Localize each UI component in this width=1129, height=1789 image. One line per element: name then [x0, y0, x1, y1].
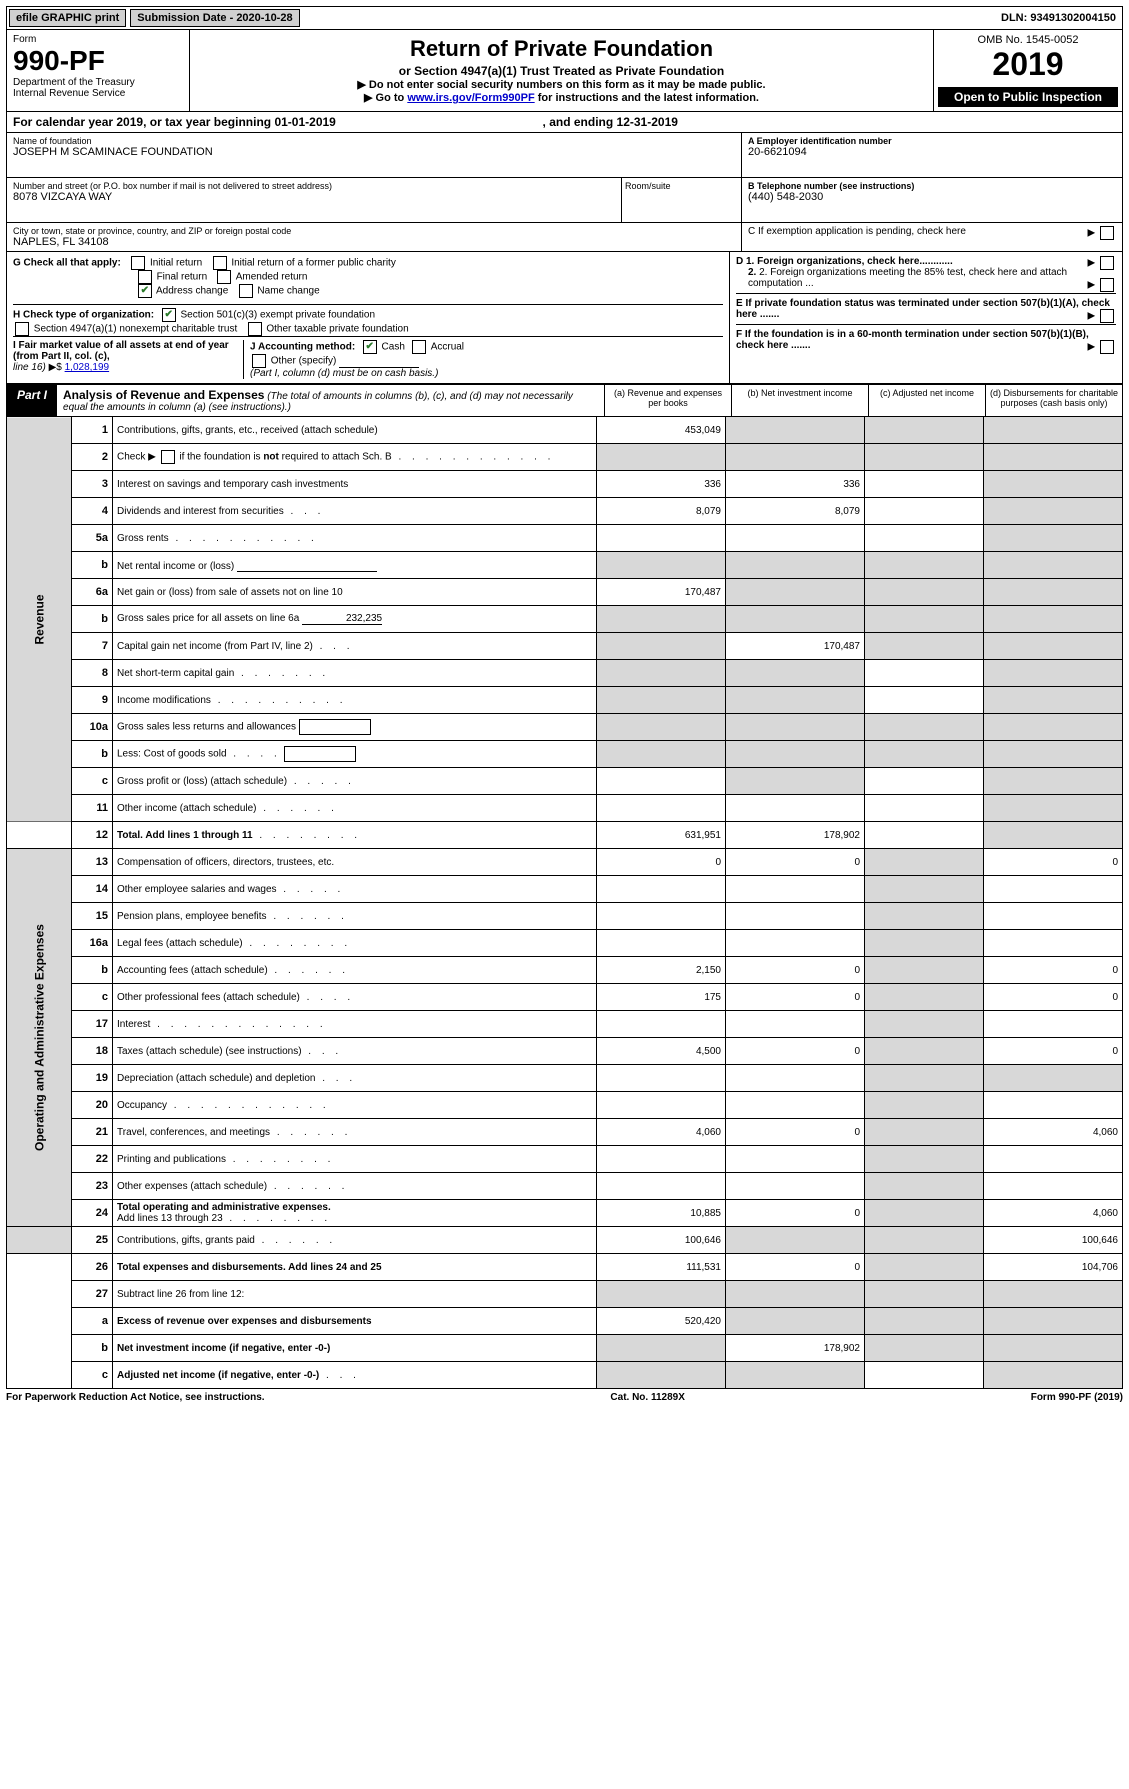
form990pf-link[interactable]: www.irs.gov/Form990PF — [407, 92, 534, 104]
exemption-pending-checkbox[interactable] — [1100, 226, 1114, 240]
other-method-checkbox[interactable] — [252, 354, 266, 368]
part1-label: Part I — [7, 385, 57, 416]
form-header: Form 990-PF Department of the Treasury I… — [6, 30, 1123, 112]
form-subtitle: or Section 4947(a)(1) Trust Treated as P… — [194, 64, 929, 78]
check-section: G Check all that apply: Initial return I… — [6, 252, 1123, 384]
calendar-year-row: For calendar year 2019, or tax year begi… — [6, 112, 1123, 133]
part1-title: Analysis of Revenue and Expenses — [63, 388, 264, 402]
col-a-header: (a) Revenue and expenses per books — [605, 385, 732, 416]
name-label: Name of foundation — [13, 136, 735, 146]
d1-checkbox[interactable] — [1100, 256, 1114, 270]
d2-checkbox[interactable] — [1100, 278, 1114, 292]
header-right: OMB No. 1545-0052 2019 Open to Public In… — [933, 30, 1122, 111]
open-inspection-badge: Open to Public Inspection — [938, 87, 1118, 107]
dept-treasury: Department of the Treasury — [13, 77, 183, 88]
top-bar: efile GRAPHIC print Submission Date - 20… — [6, 6, 1123, 30]
form-title: Return of Private Foundation — [194, 36, 929, 62]
ein-label: A Employer identification number — [748, 136, 892, 146]
s4947-checkbox[interactable] — [15, 322, 29, 336]
expenses-sidebar: Operating and Administrative Expenses — [7, 849, 72, 1227]
exemption-pending-label: C If exemption application is pending, c… — [748, 226, 966, 237]
efile-print-button[interactable]: efile GRAPHIC print — [9, 9, 126, 27]
form-word: Form — [13, 34, 183, 45]
s501-checkbox[interactable] — [162, 308, 176, 322]
col-d-header: (d) Disbursements for charitable purpose… — [986, 385, 1122, 416]
phone-label: B Telephone number (see instructions) — [748, 181, 914, 191]
form-number: 990-PF — [13, 45, 183, 77]
revenue-sidebar: Revenue — [7, 417, 72, 822]
submission-date-button[interactable]: Submission Date - 2020-10-28 — [130, 9, 299, 27]
f-checkbox[interactable] — [1100, 340, 1114, 354]
paperwork-notice: For Paperwork Reduction Act Notice, see … — [6, 1392, 265, 1403]
g-label: G Check all that apply: — [13, 258, 121, 269]
city-value: NAPLES, FL 34108 — [13, 236, 735, 248]
dln-text: DLN: 93491302004150 — [995, 10, 1122, 26]
r6b-value: 232,235 — [302, 613, 382, 625]
f-label: F If the foundation is in a 60-month ter… — [736, 329, 1089, 351]
schb-checkbox[interactable] — [161, 450, 175, 464]
cash-checkbox[interactable] — [363, 340, 377, 354]
tax-year-begin: 01-01-2019 — [274, 115, 335, 129]
col-b-header: (b) Net investment income — [732, 385, 869, 416]
irs-text: Internal Revenue Service — [13, 88, 183, 99]
final-return-checkbox[interactable] — [138, 270, 152, 284]
tax-year: 2019 — [938, 46, 1118, 83]
info-section: Name of foundation JOSEPH M SCAMINACE FO… — [6, 133, 1123, 252]
foundation-name: JOSEPH M SCAMINACE FOUNDATION — [13, 146, 735, 158]
phone-value: (440) 548-2030 — [748, 191, 1116, 203]
e-checkbox[interactable] — [1100, 309, 1114, 323]
tax-year-end: 12-31-2019 — [617, 115, 678, 129]
initial-return-checkbox[interactable] — [131, 256, 145, 270]
amended-return-checkbox[interactable] — [217, 270, 231, 284]
i-label: I Fair market value of all assets at end… — [13, 340, 229, 362]
city-label: City or town, state or province, country… — [13, 226, 735, 236]
d1-label: D 1. Foreign organizations, check here..… — [736, 256, 953, 267]
j-note: (Part I, column (d) must be on cash basi… — [250, 368, 438, 379]
e-label: E If private foundation status was termi… — [736, 298, 1110, 320]
part1-header: Part I Analysis of Revenue and Expenses … — [6, 384, 1123, 417]
part1-table: Revenue 1Contributions, gifts, grants, e… — [6, 417, 1123, 1389]
header-center: Return of Private Foundation or Section … — [190, 30, 933, 111]
accrual-checkbox[interactable] — [412, 340, 426, 354]
col-c-header: (c) Adjusted net income — [869, 385, 986, 416]
d2-label: 2. Foreign organizations meeting the 85%… — [748, 267, 1067, 289]
name-change-checkbox[interactable] — [239, 284, 253, 298]
other-taxable-checkbox[interactable] — [248, 322, 262, 336]
form-code: Form 990-PF (2019) — [1031, 1392, 1123, 1403]
header-note-2: ▶ Go to www.irs.gov/Form990PF for instru… — [194, 91, 929, 104]
header-note-1: ▶ Do not enter social security numbers o… — [194, 78, 929, 91]
header-left: Form 990-PF Department of the Treasury I… — [7, 30, 190, 111]
address-change-checkbox[interactable] — [138, 284, 152, 298]
initial-former-checkbox[interactable] — [213, 256, 227, 270]
ein-value: 20-6621094 — [748, 146, 1116, 158]
cat-no: Cat. No. 11289X — [610, 1392, 684, 1403]
j-label: J Accounting method: — [250, 342, 355, 353]
room-suite-label: Room/suite — [621, 178, 741, 222]
omb-number: OMB No. 1545-0052 — [938, 34, 1118, 46]
footer: For Paperwork Reduction Act Notice, see … — [6, 1389, 1123, 1406]
fmv-link[interactable]: 1,028,199 — [65, 362, 110, 373]
h-label: H Check type of organization: — [13, 310, 154, 321]
